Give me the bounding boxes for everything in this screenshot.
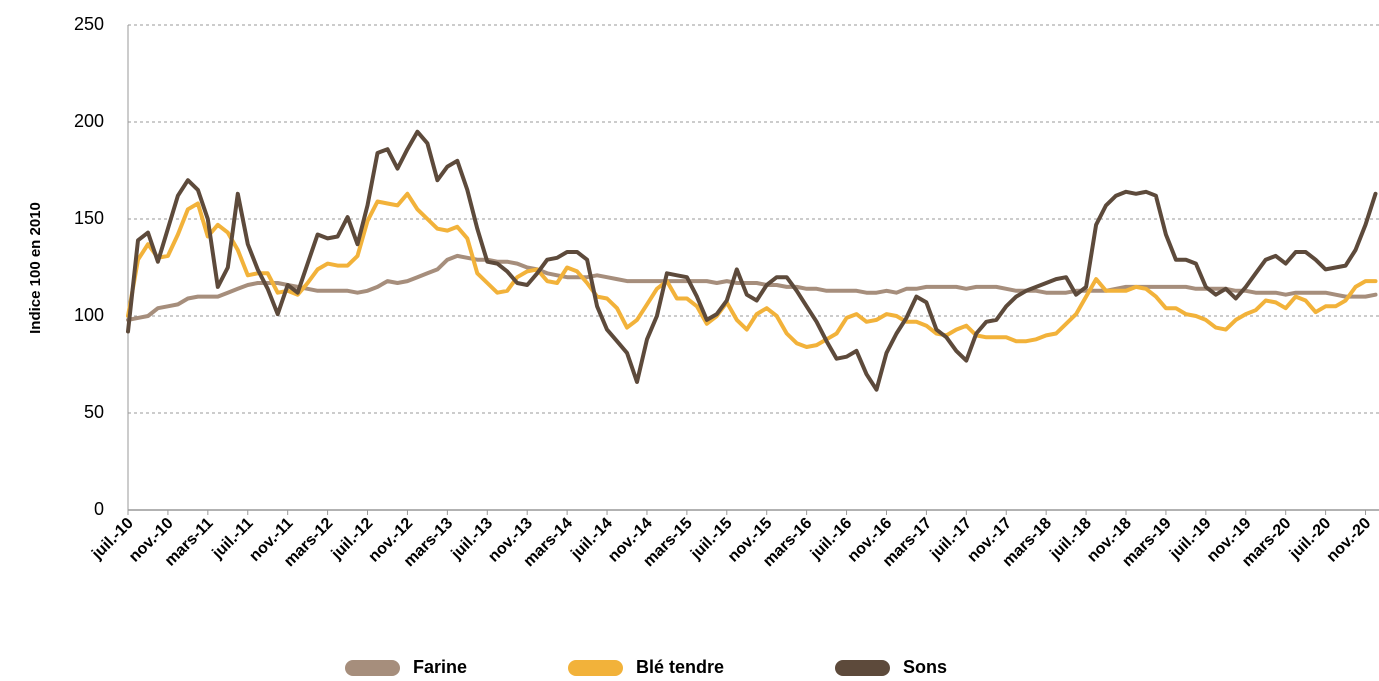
y-tick-label: 200 [74,111,104,131]
x-tick-label: nov.-20 [1324,515,1375,566]
y-tick-label: 150 [74,208,104,228]
legend-label: Farine [413,657,467,677]
line-series [126,191,1378,349]
line-series [126,129,1378,392]
legend-label: Blé tendre [636,657,724,677]
y-tick-label: 50 [84,402,104,422]
y-tick-label: 100 [74,305,104,325]
y-tick-label: 250 [74,14,104,34]
legend-marker [568,660,623,676]
legend-marker [345,660,400,676]
y-axis-title: Indice 100 en 2010 [27,202,44,334]
legend-marker [835,660,890,676]
line-series [126,253,1378,322]
legend-label: Sons [903,657,947,677]
y-tick-label: 0 [94,499,104,519]
